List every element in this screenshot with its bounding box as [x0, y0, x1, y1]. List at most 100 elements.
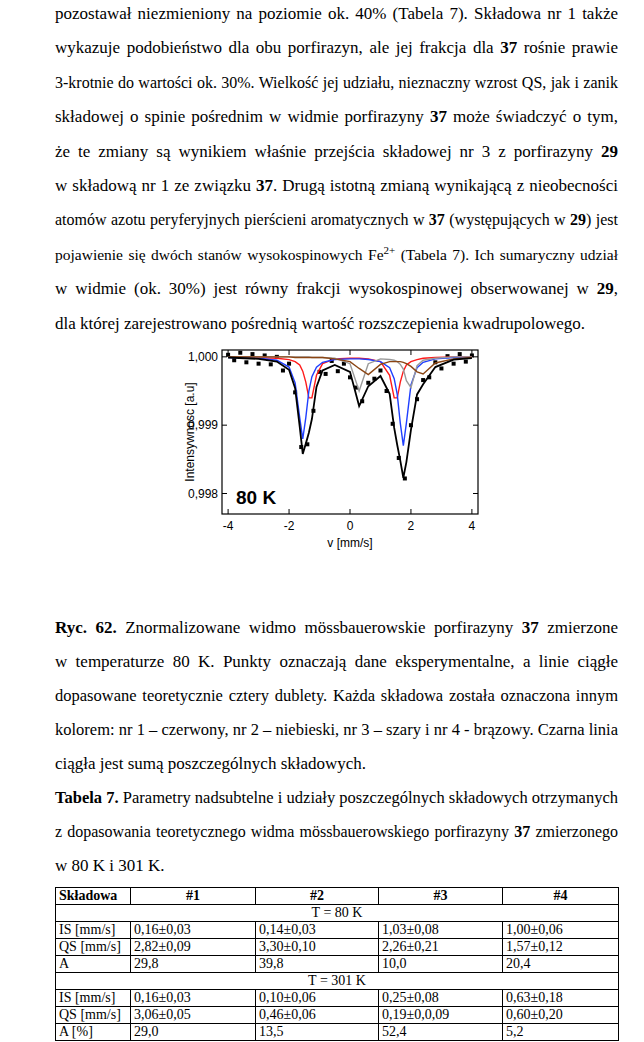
x-tick-label: 2: [408, 519, 415, 533]
bold-run: Tabela 7.: [55, 788, 119, 807]
text-line: atomów azotu peryferyjnych pierścieni ar…: [55, 210, 618, 230]
table-cell: 3,30±0,10: [256, 939, 379, 956]
text-run: kolorem: nr 1 – czerwony, nr 2 – niebies…: [55, 720, 618, 739]
table-cell: 0,25±0,08: [379, 990, 503, 1007]
table-cell: 0,14±0,03: [256, 922, 379, 939]
data-row: A29,839,810,020,4: [56, 956, 619, 973]
data-point: [244, 360, 248, 364]
bold-run: 29: [597, 279, 614, 298]
text-line: Ryc. 62. Znormalizowane widmo mössbauero…: [55, 618, 618, 638]
row-label: A [%]: [56, 1024, 131, 1041]
y-tick: [222, 425, 227, 426]
text-line: Tabela 7. Parametry nadsubtelne i udział…: [55, 788, 618, 808]
bold-run: 29: [601, 142, 618, 161]
x-tick-label: -4: [223, 519, 234, 533]
text-run: zmierzonego: [530, 823, 618, 840]
bold-run: 29: [570, 211, 586, 228]
text-run: atomów azotu peryferyjnych pierścieni ar…: [55, 211, 429, 228]
bold-run: 37: [429, 211, 445, 228]
bold-run: Ryc. 62.: [55, 618, 117, 637]
y-tick: [222, 493, 227, 494]
row-label: QS [mm/s]: [56, 939, 131, 956]
table-cell: 0,16±0,03: [131, 990, 256, 1007]
text-run: (Tabela 7). Ich sumaryczny udział: [395, 246, 618, 263]
table-cell: 1,00±0,06: [503, 922, 619, 939]
page: {"paragraph": [ ["pozostawał niezmienion…: [0, 0, 644, 1042]
parameter-table: Składowa#1#2#3#4T = 80 KIS [mm/s]0,16±0,…: [55, 887, 619, 1041]
text-run: z dopasowania teoretycznego widma mössba…: [55, 823, 514, 840]
fit-curve: [228, 357, 472, 398]
data-point: [452, 362, 456, 366]
text-run: w temperaturze 80 K. Punkty oznaczają da…: [55, 652, 618, 671]
fit-curve: [228, 358, 472, 446]
y-tick: [222, 356, 227, 357]
y-tick-label: 0,998: [188, 487, 218, 501]
table-cell: 5,2: [503, 1024, 619, 1041]
y-tick: [473, 356, 478, 357]
text-line: ciągła jest sumą poszczególnych składowy…: [55, 754, 618, 774]
data-point: [464, 360, 468, 364]
table-cell: 29,0: [131, 1024, 256, 1041]
data-row: QS [mm/s]3,06±0,050,46±0,060,19±0,0,090,…: [56, 1007, 619, 1024]
text-line: że te zmiany są wynikiem właśnie przejśc…: [55, 142, 618, 162]
x-tick: [471, 350, 472, 355]
table-cell: 29,8: [131, 956, 256, 973]
x-tick: [289, 350, 290, 355]
text-run: w składową nr 1 ze związku: [55, 176, 256, 195]
y-axis-label: Intensywnosc [a.u]: [183, 382, 197, 481]
data-point: [458, 352, 462, 356]
table-cell: 2,82±0,09: [131, 939, 256, 956]
table-cell: 0,63±0,18: [503, 990, 619, 1007]
data-point: [238, 351, 242, 355]
fit-curve: [228, 358, 472, 478]
text-run: może świadczyć o tym,: [447, 107, 618, 126]
text-run: 3-krotnie do wartości ok. 30%. Wielkość …: [55, 74, 618, 91]
data-point: [378, 369, 382, 373]
x-tick: [410, 350, 411, 355]
text-line: kolorem: nr 1 – czerwony, nr 2 – niebies…: [55, 720, 618, 740]
text-run: że te zmiany są wynikiem właśnie przejśc…: [55, 142, 601, 161]
text-run: rośnie prawie: [517, 38, 618, 57]
x-tick: [350, 509, 351, 514]
data-row: IS [mm/s]0,16±0,030,14±0,031,03±0,081,00…: [56, 922, 619, 939]
data-point: [257, 362, 261, 366]
text-run: w 80 K i 301 K.: [55, 856, 165, 875]
bold-run: 37: [514, 823, 530, 840]
x-tick: [410, 509, 411, 514]
text-run: pojawienie się dwóch stanów wysokospinow…: [55, 246, 384, 263]
header-cell: #4: [503, 888, 619, 905]
section-title: T = 80 K: [56, 905, 619, 922]
section-title: T = 301 K: [56, 973, 619, 990]
text-run: składowej o spinie pośrednim w widmie po…: [55, 107, 430, 126]
row-label: A: [56, 956, 131, 973]
header-cell: #1: [131, 888, 256, 905]
x-tick: [289, 509, 290, 514]
section-row: T = 80 K: [56, 905, 619, 922]
data-point: [324, 372, 328, 376]
table-cell: 20,4: [503, 956, 619, 973]
text-run: ) jest: [586, 211, 618, 228]
text-run: dla której zarejestrowano pośrednią wart…: [55, 314, 585, 333]
row-label: IS [mm/s]: [56, 990, 131, 1007]
text-line: z dopasowania teoretycznego widma mössba…: [55, 822, 618, 842]
header-row: Składowa#1#2#3#4: [56, 888, 619, 905]
text-run: pozostawał niezmieniony na poziomie ok. …: [55, 4, 618, 23]
text-line: dopasowane teoretycznie cztery dublety. …: [55, 686, 618, 706]
text-line: wykazuje podobieństwo dla obu porfirazyn…: [55, 38, 618, 58]
x-tick: [471, 509, 472, 514]
plot-frame: [222, 350, 478, 514]
data-point: [439, 366, 443, 370]
annotation: 80 K: [236, 487, 276, 508]
table-cell: 0,10±0,06: [256, 990, 379, 1007]
plot-data: [226, 351, 474, 481]
text-run: zmierzone: [539, 618, 618, 637]
table-cell: 0,60±0,20: [503, 1007, 619, 1024]
bold-run: 37: [256, 176, 273, 195]
table-cell: 3,06±0,05: [131, 1007, 256, 1024]
y-tick-label: 1,000: [188, 350, 218, 364]
text-run: Znormalizowane widmo mössbauerowskie por…: [117, 618, 522, 637]
data-point: [269, 362, 273, 366]
text-run: dopasowane teoretycznie cztery dublety. …: [55, 686, 618, 705]
bold-run: 37: [500, 38, 517, 57]
text-run: (występujących w: [445, 211, 570, 228]
